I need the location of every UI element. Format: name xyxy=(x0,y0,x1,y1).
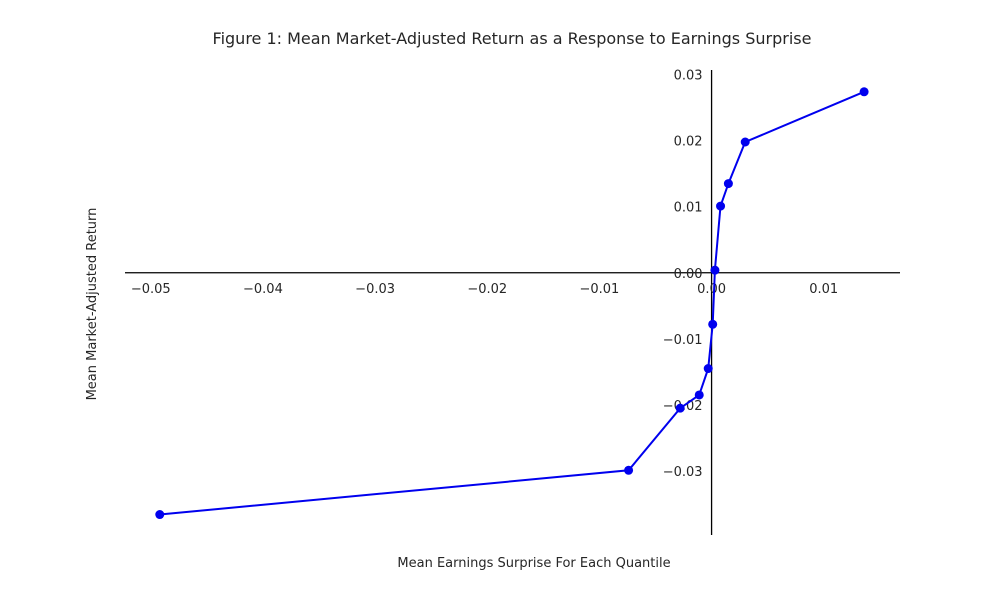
data-point xyxy=(723,179,733,189)
data-point xyxy=(155,510,165,520)
y-tick-labels: 0.030.020.010.00−0.01−0.02−0.03 xyxy=(663,69,703,480)
x-tick-label: −0.02 xyxy=(467,282,507,297)
data-point xyxy=(859,87,869,97)
data-point xyxy=(675,403,685,413)
x-tick-label: 0.01 xyxy=(809,282,838,297)
x-tick-label: 0.00 xyxy=(697,282,726,297)
series-line xyxy=(159,90,865,516)
data-point xyxy=(708,319,718,329)
series-layer xyxy=(155,87,869,520)
data-point xyxy=(710,265,720,275)
x-tick-label: −0.03 xyxy=(355,282,395,297)
x-tick-labels: −0.05 −0.04 −0.03 −0.02 −0.01 0.00 0.01 xyxy=(131,282,838,297)
y-tick-label: 0.00 xyxy=(674,267,703,282)
y-tick-label: −0.03 xyxy=(663,465,703,480)
data-point xyxy=(716,201,726,211)
data-point xyxy=(624,465,634,475)
y-tick-label: −0.01 xyxy=(663,333,703,348)
y-tick-label: 0.01 xyxy=(674,201,703,216)
x-tick-label: −0.04 xyxy=(243,282,283,297)
y-tick-label: 0.03 xyxy=(674,69,703,84)
y-tick-label: 0.02 xyxy=(674,135,703,150)
x-axis-label: Mean Earnings Surprise For Each Quantile xyxy=(397,556,670,571)
x-tick-label: −0.01 xyxy=(579,282,619,297)
x-tick-label: −0.05 xyxy=(131,282,171,297)
data-point xyxy=(740,137,750,147)
data-point xyxy=(694,390,704,400)
y-axis-label: Mean Market-Adjusted Return xyxy=(85,208,100,401)
chart-title: Figure 1: Mean Market-Adjusted Return as… xyxy=(213,29,812,48)
data-point xyxy=(703,364,713,374)
